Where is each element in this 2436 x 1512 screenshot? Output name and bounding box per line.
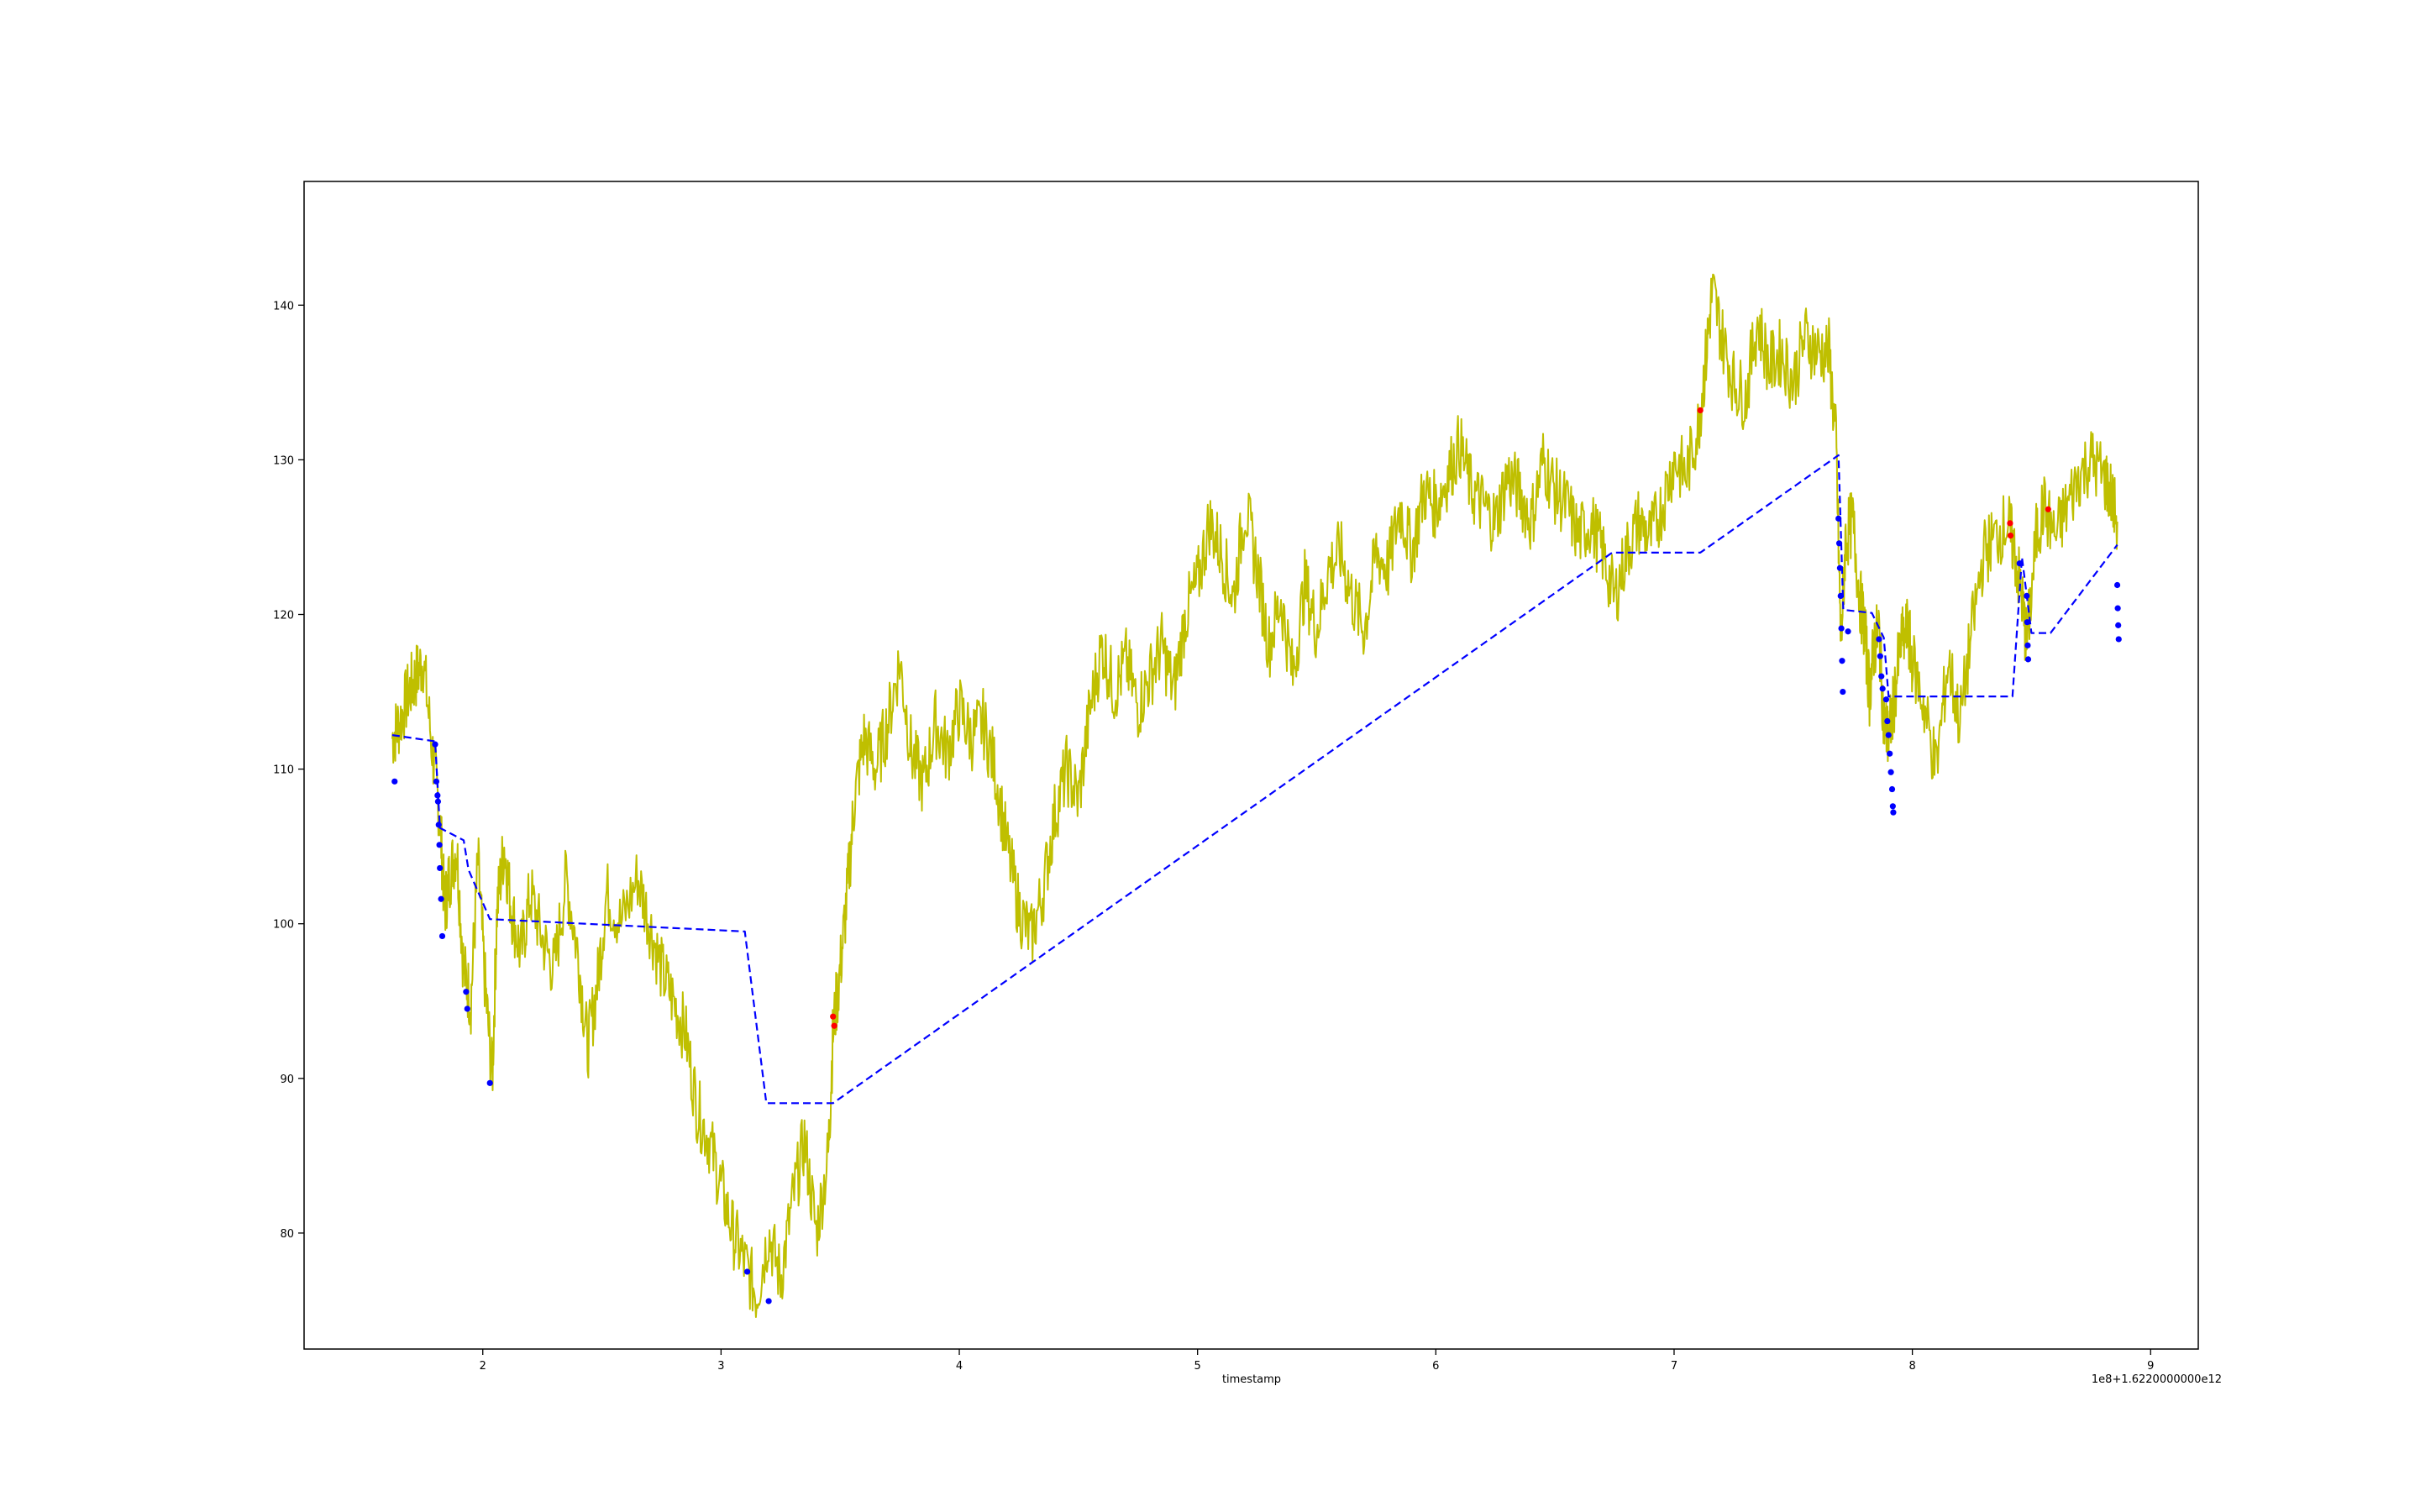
- buy-marker: [765, 1298, 772, 1305]
- buy-marker: [1837, 592, 1844, 600]
- buy-marker: [1885, 732, 1892, 738]
- x-tick-label: 3: [717, 1360, 724, 1373]
- sell-marker: [830, 1013, 837, 1020]
- sell-marker: [831, 1022, 837, 1029]
- buy-marker: [1838, 625, 1845, 632]
- buy-marker: [434, 798, 442, 805]
- buy-marker: [2024, 619, 2030, 626]
- buy-marker: [391, 778, 398, 785]
- y-tick-label: 80: [280, 1228, 294, 1241]
- buy-marker: [438, 932, 446, 940]
- buy-marker: [433, 778, 440, 785]
- buy-marker: [438, 895, 444, 902]
- y-axis: 80 90 100 110 120 130 140: [273, 300, 304, 1241]
- x-tick-label: 5: [1194, 1360, 1201, 1373]
- sell-marker: [2045, 506, 2051, 512]
- y-tick-label: 90: [280, 1074, 294, 1086]
- buy-marker: [435, 822, 442, 828]
- buy-marker: [1887, 750, 1893, 757]
- buy-marker: [2024, 592, 2030, 600]
- buy-marker: [1835, 540, 1843, 547]
- trend-series-line: [391, 454, 2118, 1105]
- buy-marker: [1890, 809, 1897, 816]
- y-tick-label: 120: [273, 609, 294, 622]
- buy-marker: [436, 842, 443, 848]
- buy-marker: [1889, 803, 1896, 810]
- x-tick-label: 4: [956, 1360, 963, 1373]
- buy-marker: [1876, 636, 1882, 643]
- sell-marker: [2007, 533, 2014, 539]
- buy-marker: [2115, 636, 2122, 643]
- buy-marker: [1879, 685, 1886, 692]
- buy-marker: [1882, 696, 1890, 703]
- sell-marker: [2007, 520, 2013, 527]
- buy-marker: [1887, 769, 1894, 775]
- buy-marker: [2115, 622, 2122, 628]
- x-axis-offset-text: 1e8+1.6220000000e12: [2092, 1373, 2222, 1386]
- buy-marker: [464, 1005, 470, 1012]
- buy-marker: [1839, 658, 1845, 664]
- y-tick-label: 130: [273, 454, 294, 467]
- buy-marker: [1884, 717, 1891, 725]
- x-axis-label: timestamp: [1222, 1373, 1281, 1386]
- y-tick-label: 100: [273, 919, 294, 932]
- buy-marker: [486, 1079, 493, 1086]
- sell-marker: [1697, 407, 1704, 414]
- buy-marker: [2024, 642, 2031, 648]
- price-series-line: [391, 273, 2118, 1318]
- buy-marker: [2114, 605, 2121, 612]
- buy-marker: [437, 864, 444, 872]
- x-tick-label: 7: [1671, 1360, 1677, 1373]
- y-tick-label: 110: [273, 764, 294, 777]
- buy-marker: [1845, 628, 1851, 635]
- buy-marker: [463, 989, 470, 995]
- plot-area: [391, 273, 2122, 1318]
- x-tick-label: 6: [1432, 1360, 1439, 1373]
- buy-marker: [1877, 653, 1883, 659]
- x-tick-label: 8: [1908, 1360, 1915, 1373]
- buy-marker: [1836, 564, 1843, 571]
- buy-marker: [2016, 560, 2023, 567]
- buy-marker: [1840, 688, 1846, 696]
- buy-marker: [432, 741, 438, 748]
- buy-marker: [2024, 656, 2032, 663]
- buy-marker: [1888, 785, 1896, 793]
- buy-marker: [1835, 515, 1842, 522]
- buy-marker: [1878, 673, 1885, 680]
- axes-frame: [303, 181, 2199, 1350]
- y-tick-label: 140: [273, 300, 294, 312]
- x-axis: 2 3 4 5 6 7 8 9: [480, 1349, 2154, 1373]
- x-tick-label: 9: [2147, 1360, 2154, 1373]
- buy-marker: [743, 1268, 751, 1275]
- buy-marker: [2113, 581, 2121, 589]
- buy-marker: [434, 792, 441, 799]
- x-tick-label: 2: [480, 1360, 486, 1373]
